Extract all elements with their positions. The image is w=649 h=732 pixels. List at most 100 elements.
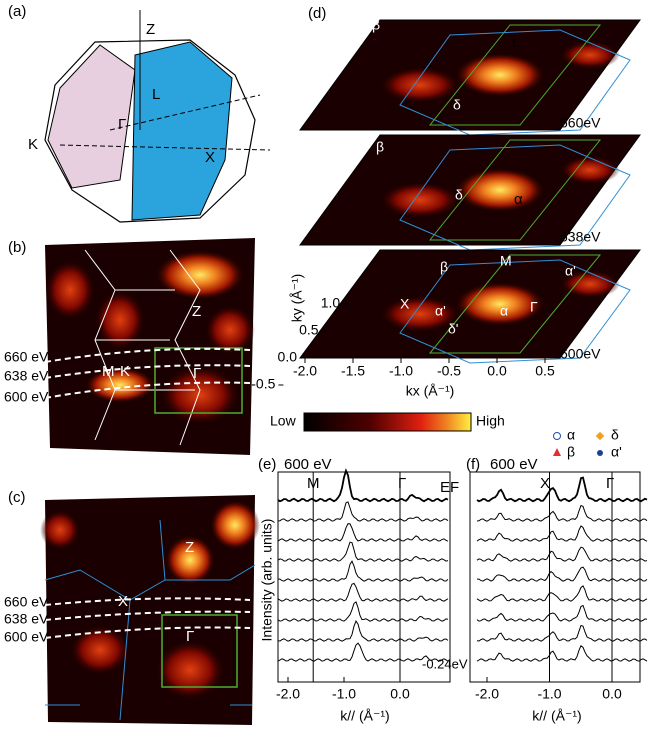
energy-label: 660eV [560, 115, 601, 131]
spectrum-curve [278, 621, 448, 641]
point-label: δ' [448, 321, 458, 337]
hot-spot [380, 182, 460, 218]
point-label: X [540, 475, 550, 492]
y-tick-label: -0.5 [251, 376, 275, 392]
y-tick-label: 0.0 [278, 349, 298, 365]
point-label: Γ [186, 628, 194, 645]
panel-label: (b) [8, 239, 26, 256]
point-label: β [372, 17, 380, 33]
x-tick-label: -2.0 [293, 363, 317, 379]
point-label: δ [455, 187, 463, 203]
x-tick-label: -2.0 [475, 686, 499, 702]
energy-label: 638eV [560, 229, 601, 245]
x-tick-label: 0.5 [535, 363, 555, 379]
energy-label: 600 eV [4, 629, 49, 645]
point-label: α [514, 191, 523, 208]
spectrum-curve [477, 478, 647, 502]
y-tick-label: 0.5 [299, 322, 319, 338]
spectrum-curve [477, 586, 647, 601]
fermi-label: EF [440, 479, 459, 496]
point-label: Z [192, 303, 201, 320]
x-tick-label: -1.0 [537, 686, 561, 702]
point-label: Γ [193, 365, 201, 382]
energy-label: 660 eV [4, 594, 49, 610]
spectrum-curve [278, 502, 448, 521]
spectrum-curve [477, 506, 647, 522]
spectrum-curve [477, 646, 647, 661]
point-label: M [102, 363, 115, 380]
energy-label: 638 eV [4, 368, 49, 384]
legend-entry: δ [611, 427, 619, 443]
figure: (a) Z L Γ K X (b) 660 eV 638 eV 600 eV Z… [0, 0, 649, 732]
point-label: Γ [530, 299, 538, 315]
y-tick-label: 1.0 [321, 295, 341, 311]
panel-label: (d) [308, 5, 326, 22]
point-label: β [376, 139, 384, 155]
panel-a: (a) Z L Γ K X [8, 3, 270, 222]
colorbar-high: High [476, 413, 505, 429]
point-label: Z [185, 539, 194, 556]
point-label: K [28, 136, 38, 153]
panel-label: (e) [258, 456, 276, 473]
legend: α δ β α' [553, 427, 622, 460]
legend-entry: α' [611, 444, 622, 460]
point-label: α [500, 303, 508, 319]
point-label: L [152, 86, 160, 103]
point-label: M [307, 475, 320, 492]
colorbar-low: Low [270, 413, 297, 429]
point-label: Γ [118, 116, 126, 133]
x-tick-label: -2.0 [276, 686, 300, 702]
panel-label: (c) [8, 489, 26, 506]
point-label: Γ [398, 475, 406, 492]
point-label: L [512, 34, 520, 50]
x-tick-label: -1.5 [341, 363, 365, 379]
point-label: X [400, 296, 410, 312]
axis-label: Intensity (arb. units) [259, 519, 275, 642]
point-label: α' [565, 263, 576, 279]
x-tick-label: -1.0 [389, 363, 413, 379]
spectrum-curve [278, 583, 448, 601]
spectrum-curve [477, 606, 647, 622]
axis-label: k// (Å⁻¹) [532, 708, 581, 724]
spectrum-curve [477, 626, 647, 642]
x-tick-label: 0.0 [390, 686, 410, 702]
energy-label: 600 eV [284, 456, 332, 473]
energy-label: 600eV [560, 346, 601, 362]
x-tick-label: 0.0 [602, 686, 622, 702]
legend-entry: α [567, 427, 575, 443]
x-tick-label: -0.5 [437, 363, 461, 379]
point-label: X [205, 149, 215, 166]
spectrum-curve [278, 524, 448, 542]
panel-d: (d) β L δ 660eV β δ α 638eV β M α' X α' … [289, 5, 640, 399]
panel-label: (a) [8, 3, 26, 20]
colorbar-bar [304, 413, 471, 431]
hot-spot [380, 67, 460, 103]
energy-label: 638 eV [4, 611, 49, 627]
hot-spot [455, 53, 545, 97]
legend-marker [596, 432, 604, 440]
axis-label: kx (Å⁻¹) [406, 383, 455, 399]
legend-entry: β [567, 444, 575, 460]
panel-f: -2.0-1.00.0 (f) 600 eV X Γ k// (Å⁻¹) [466, 456, 647, 724]
axis-label: k// (Å⁻¹) [340, 708, 389, 724]
point-label: K [120, 363, 130, 380]
panel-b: (b) 660 eV 638 eV 600 eV Z M K Γ [4, 238, 255, 455]
point-label: Γ [606, 475, 614, 492]
spectrum-curve [477, 547, 647, 561]
point-label: Z [146, 21, 155, 38]
spectrum-curve [278, 542, 448, 561]
panel-label: (f) [466, 456, 480, 473]
axis-label: ky (Å⁻¹) [289, 274, 305, 323]
legend-marker [554, 433, 561, 440]
panel-c: (c) 660 eV 638 eV 600 eV Z X Γ [4, 489, 260, 725]
hot-spot [560, 156, 620, 184]
spectrum-curve [278, 561, 448, 581]
energy-label: -0.24eV [422, 656, 468, 671]
x-tick-label: 0.0 [487, 363, 507, 379]
spectrum-curve [477, 567, 647, 581]
spectrum-curve [278, 602, 448, 621]
energy-label: 660 eV [4, 349, 49, 365]
point-label: X [118, 593, 128, 610]
point-label: β [440, 259, 448, 275]
